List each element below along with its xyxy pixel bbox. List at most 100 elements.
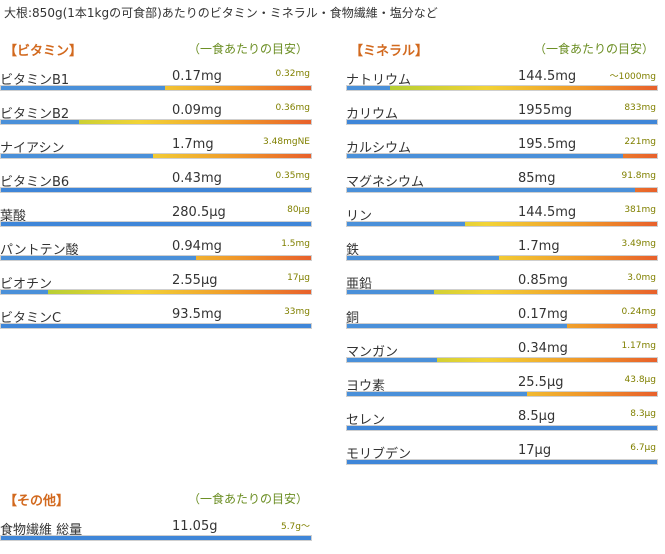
nutrient-name: カリウム: [346, 107, 399, 122]
other-subtitle: （一食あたりの目安）: [187, 492, 308, 506]
nutrient-target: 3.49mg: [621, 239, 656, 249]
nutrient-row: ヨウ素 25.5μg 43.8μg: [346, 366, 658, 400]
progress-fill: [1, 290, 48, 294]
nutrient-row: パントテン酸 0.94mg 1.5mg: [0, 230, 312, 264]
nutrient-row: マグネシウム 85mg 91.8mg: [346, 162, 658, 196]
vitamin-title: 【ビタミン】: [4, 44, 83, 59]
nutrient-name: ナイアシン: [0, 141, 65, 156]
nutrient-progress-bar: [346, 221, 658, 227]
nutrient-amount: 25.5μg: [518, 375, 564, 390]
progress-fill: [347, 426, 657, 430]
progress-fill: [347, 154, 623, 158]
progress-fill: [347, 460, 657, 464]
nutrient-progress-bar: [0, 153, 312, 159]
nutrient-amount: 1.7mg: [172, 137, 214, 152]
progress-fill: [1, 256, 197, 260]
nutrient-amount: 1955mg: [518, 103, 572, 118]
progress-fill: [347, 120, 657, 124]
nutrient-progress-bar: [0, 221, 312, 227]
progress-gradient: [347, 358, 657, 362]
nutrient-target: 0.35mg: [275, 171, 310, 181]
nutrient-name: 葉酸: [0, 209, 27, 224]
page-caption: 大根:850g(1本1kgの可食部)あたりのビタミン・ミネラル・食物繊維・塩分な…: [4, 6, 438, 20]
nutrient-row: ビオチン 2.55μg 17μg: [0, 264, 312, 298]
progress-fill: [347, 222, 465, 226]
nutrient-amount: 8.5μg: [518, 409, 556, 424]
nutrient-amount: 1.7mg: [518, 239, 560, 254]
progress-gradient: [1, 154, 311, 158]
vitamin-header: 【ビタミン】 （一食あたりの目安）: [0, 36, 312, 60]
nutrient-row: ビタミンB1 0.17mg 0.32mg: [0, 60, 312, 94]
nutrient-row: 亜鉛 0.85mg 3.0mg: [346, 264, 658, 298]
nutrient-name: モリブデン: [346, 447, 412, 462]
nutrient-target: 0.36mg: [275, 103, 310, 113]
nutrient-target: 1.5mg: [281, 239, 310, 249]
progress-fill: [1, 120, 79, 124]
progress-fill: [347, 188, 636, 192]
nutrient-target: ～1000mg: [609, 72, 656, 82]
nutrient-progress-bar: [346, 289, 658, 295]
progress-gradient: [347, 256, 657, 260]
nutrient-name: 亜鉛: [346, 277, 373, 292]
nutrient-name: ナトリウム: [346, 73, 412, 88]
nutrient-name: セレン: [346, 413, 386, 428]
nutrient-target: 17μg: [287, 273, 310, 283]
nutrient-target: 6.7μg: [630, 443, 656, 453]
nutrient-row: ナイアシン 1.7mg 3.48mgNE: [0, 128, 312, 162]
other-list: 食物繊維 総量 11.05g 5.7g～: [0, 510, 312, 544]
nutrient-target: 0.32mg: [275, 69, 310, 79]
nutrient-name: 食物繊維 総量: [0, 523, 83, 538]
nutrient-target: 5.7g～: [280, 522, 310, 532]
mineral-list: ナトリウム 144.5mg ～1000mg カリウム 1955mg 833mg カルシウム 1…: [346, 60, 658, 468]
nutrient-progress-bar: [346, 255, 658, 261]
nutrient-progress-bar: [346, 187, 658, 193]
nutrient-amount: 0.94mg: [172, 239, 222, 254]
nutrient-progress-bar: [346, 391, 658, 397]
nutrient-progress-bar: [0, 323, 312, 329]
nutrient-target: 3.0mg: [627, 273, 656, 283]
nutrient-progress-bar: [0, 187, 312, 193]
nutrient-row: 鉄 1.7mg 3.49mg: [346, 230, 658, 264]
progress-fill: [347, 290, 434, 294]
nutrient-amount: 0.17mg: [518, 307, 568, 322]
nutrient-amount: 85mg: [518, 171, 556, 186]
nutrient-amount: 17μg: [518, 443, 552, 458]
nutrient-amount: 2.55μg: [172, 273, 218, 288]
nutrient-amount: 280.5μg: [172, 205, 226, 220]
nutrient-name: ビオチン: [0, 277, 53, 292]
mineral-header: 【ミネラル】 （一食あたりの目安）: [346, 36, 658, 60]
nutrient-progress-bar: [346, 425, 658, 431]
nutrient-row: セレン 8.5μg 8.3μg: [346, 400, 658, 434]
nutrient-row: カルシウム 195.5mg 221mg: [346, 128, 658, 162]
nutrient-amount: 11.05g: [172, 519, 218, 534]
nutrient-row: マンガン 0.34mg 1.17mg: [346, 332, 658, 366]
progress-fill: [1, 536, 311, 540]
nutrient-name: ビタミンB1: [0, 73, 70, 88]
other-title: 【その他】: [4, 494, 70, 509]
progress-gradient: [347, 290, 657, 294]
vitamin-list: ビタミンB1 0.17mg 0.32mg ビタミンB2 0.09mg 0.36mg ナイアシ…: [0, 60, 312, 332]
nutrient-progress-bar: [346, 153, 658, 159]
nutrient-row: 食物繊維 総量 11.05g 5.7g～: [0, 510, 312, 544]
nutrient-row: リン 144.5mg 381mg: [346, 196, 658, 230]
nutrient-name: ヨウ素: [346, 379, 386, 394]
nutrient-name: マグネシウム: [346, 175, 425, 190]
progress-fill: [1, 86, 166, 90]
mineral-panel: 【ミネラル】 （一食あたりの目安） ナトリウム 144.5mg ～1000mg カリウ…: [346, 36, 658, 468]
nutrient-amount: 0.17mg: [172, 69, 222, 84]
nutrient-progress-bar: [0, 535, 312, 541]
nutrient-target: 833mg: [624, 103, 656, 113]
progress-fill: [1, 324, 311, 328]
nutrient-progress-bar: [346, 119, 658, 125]
nutrient-name: ビタミンC: [0, 311, 62, 326]
nutrient-row: ナトリウム 144.5mg ～1000mg: [346, 60, 658, 94]
nutrient-row: 葉酸 280.5μg 80μg: [0, 196, 312, 230]
nutrient-row: モリブデン 17μg 6.7μg: [346, 434, 658, 468]
nutrient-name: マンガン: [346, 345, 399, 360]
nutrient-amount: 0.09mg: [172, 103, 222, 118]
nutrient-amount: 0.85mg: [518, 273, 568, 288]
nutrient-target: 0.24mg: [621, 307, 656, 317]
nutrient-amount: 144.5mg: [518, 69, 577, 84]
nutrient-progress-bar: [346, 357, 658, 363]
progress-fill: [347, 358, 437, 362]
